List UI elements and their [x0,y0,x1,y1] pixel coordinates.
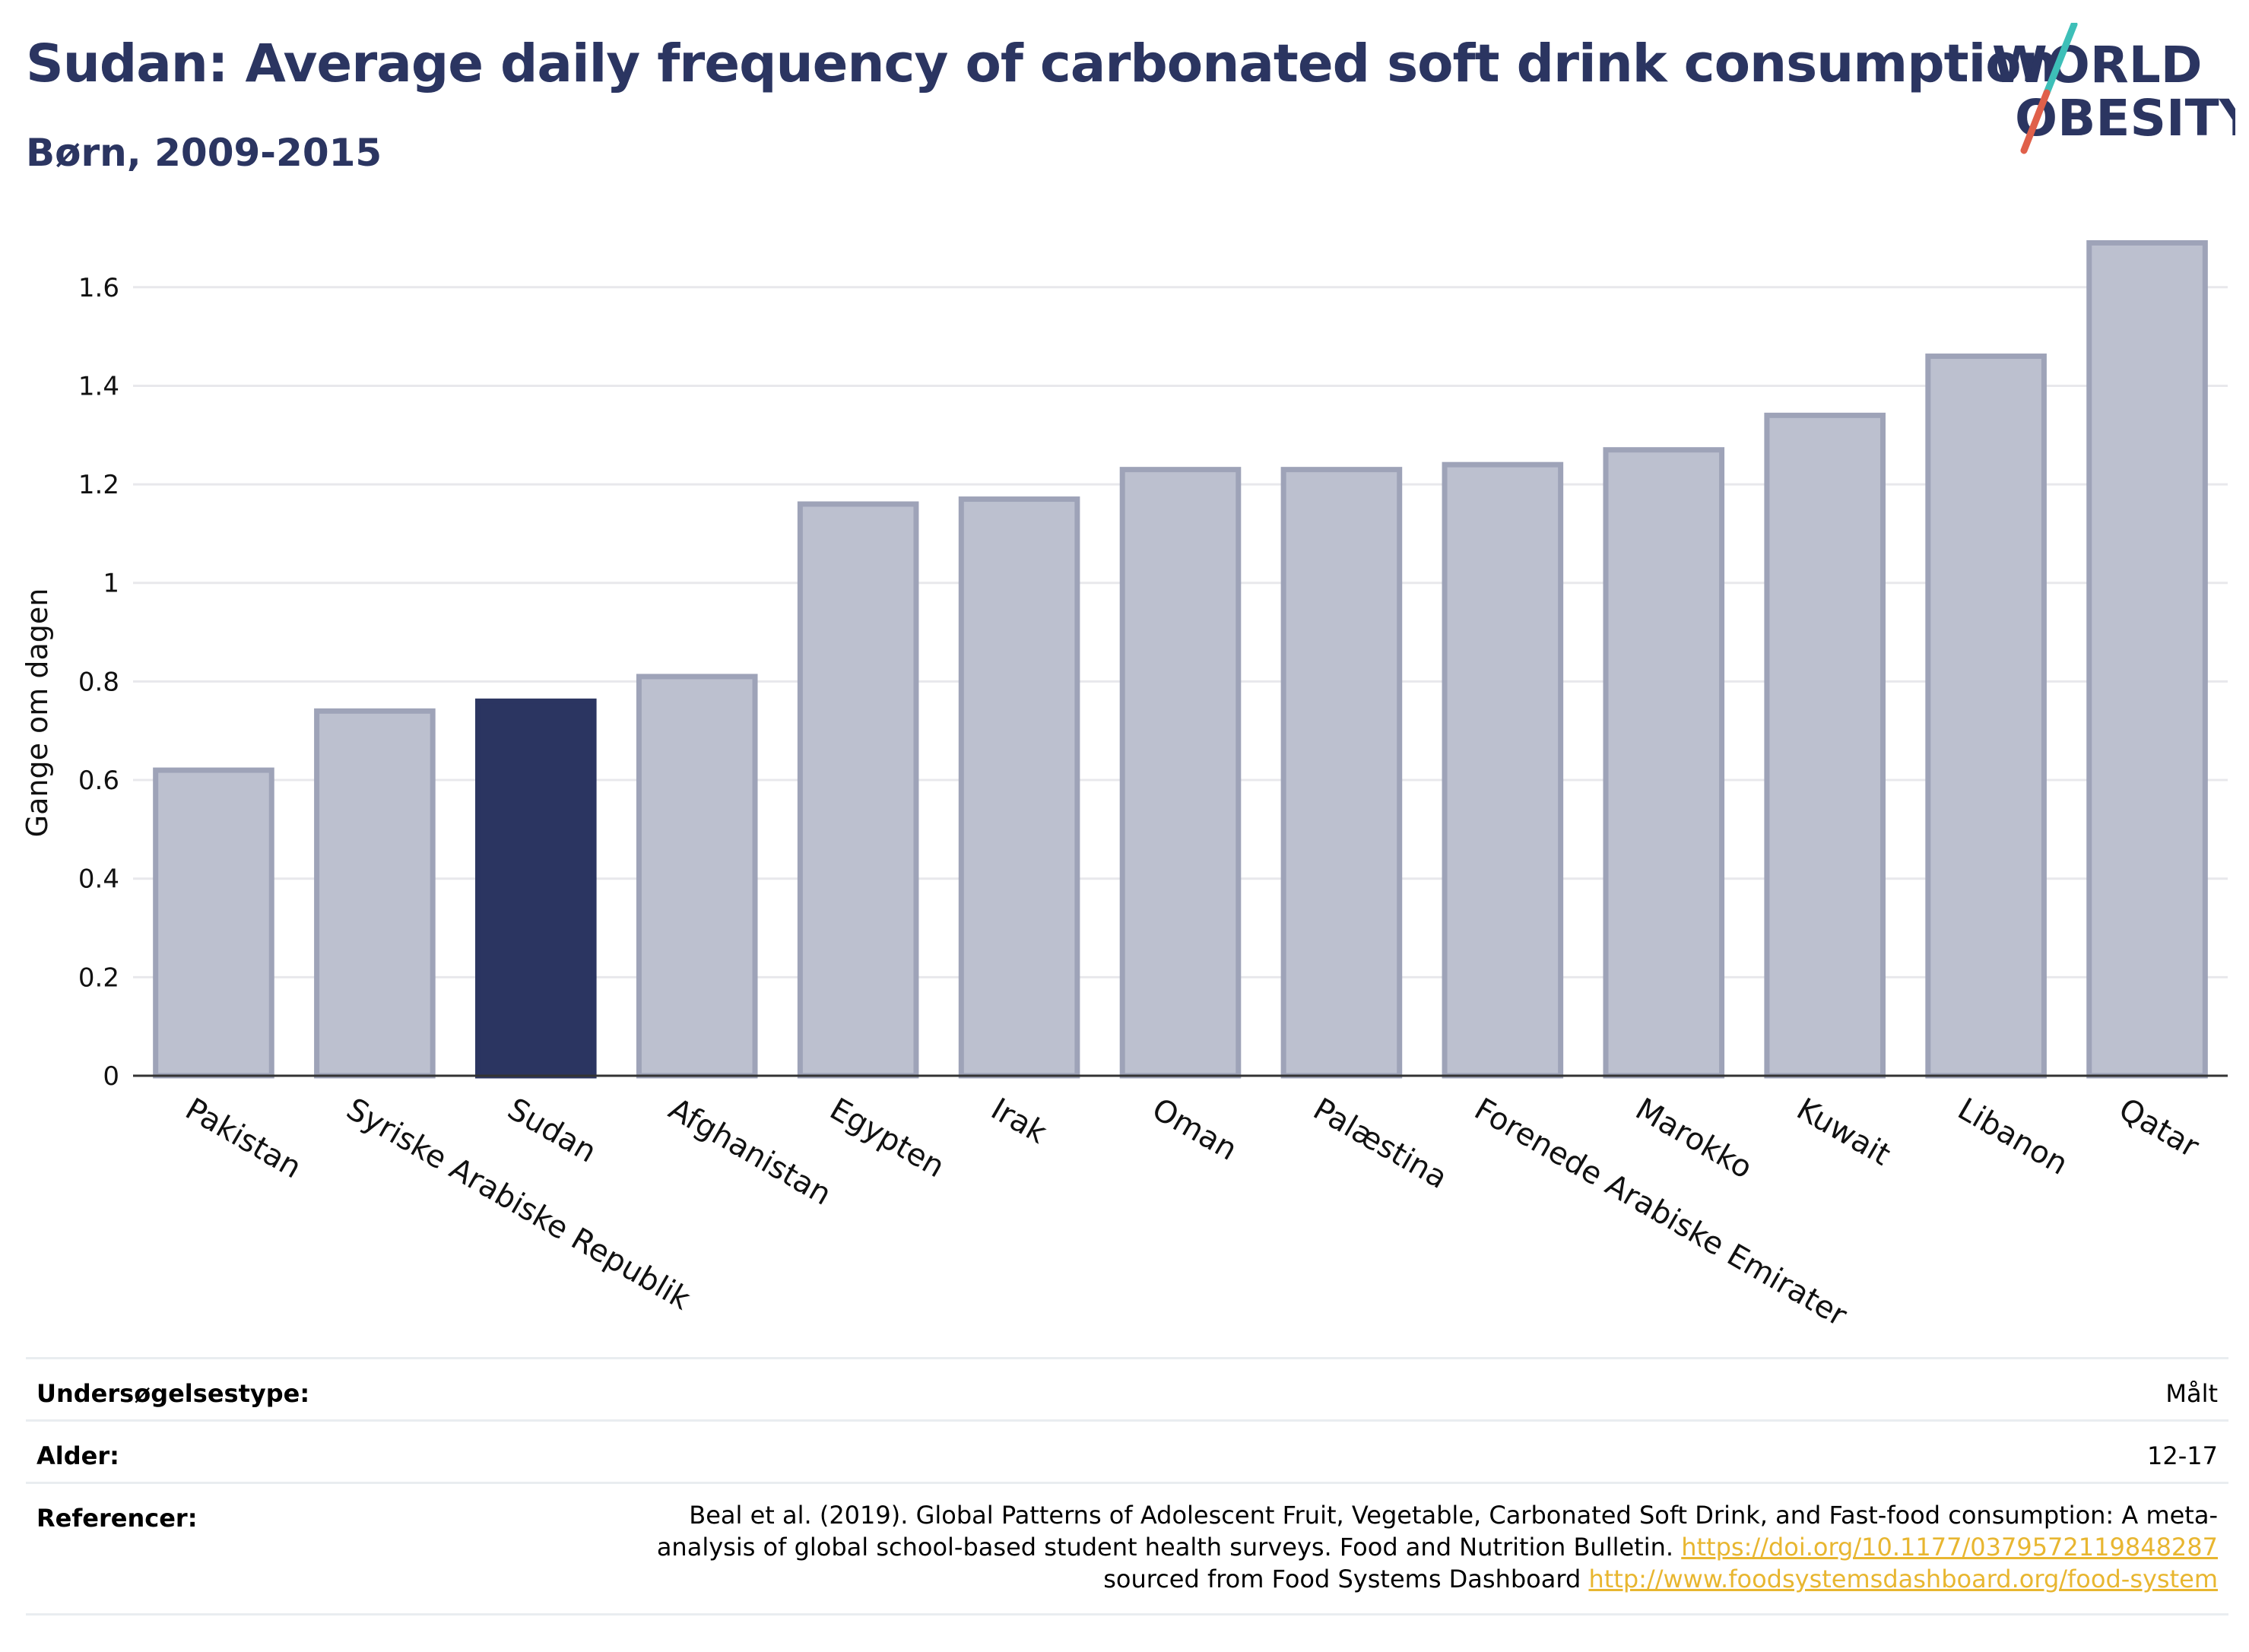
y-axis-label: Gange om dagen [21,588,54,838]
y-tick-label: 0 [103,1061,119,1092]
y-tick-label: 0.2 [78,962,119,993]
x-tick-label: Afghanistan [663,1092,837,1213]
x-tick-label: Qatar [2113,1092,2205,1165]
x-tick-label: Libanon [1952,1092,2073,1182]
bar-qatar [2086,239,2208,1079]
references-label: Referencer: [36,1504,198,1533]
chart-subtitle: Børn, 2009-2015 [26,131,382,175]
y-axis-ticks: 0 0.2 0.4 0.6 0.8 1 1.2 1.4 1.6 [78,273,119,1092]
meta-row-survey-type: Undersøgelsestype: Målt [26,1357,2228,1422]
bars [153,239,2208,1079]
world-obesity-logo-icon: WORLD OBESITY [1992,21,2249,154]
meta-row-references: Referencer: Beal et al. (2019). Global P… [26,1482,2228,1616]
bar-pakistan [153,767,274,1079]
y-tick-label: 0.8 [78,667,119,697]
x-tick-label: Sudan [502,1092,602,1170]
logo-line2: OBESITY [2015,89,2235,147]
x-tick-label: Oman [1147,1092,1243,1168]
logo-slash-teal [2043,21,2078,97]
bar-oman [1119,467,1242,1079]
food-systems-link[interactable]: http://www.foodsystemsdashboard.org/food… [1588,1565,2218,1593]
x-tick-label: Marokko [1629,1092,1758,1186]
doi-link[interactable]: https://doi.org/10.1177/0379572119848287 [1681,1533,2218,1562]
bar-forenede-arabiske-emirater [1442,461,1564,1079]
y-tick-label: 1.4 [78,371,119,401]
x-tick-label: Palæstina [1307,1092,1453,1196]
survey-type-value: Målt [2165,1379,2218,1408]
chart-title: Sudan: Average daily frequency of carbon… [26,33,2058,94]
bar-egypten [797,501,919,1079]
y-tick-label: 0.6 [78,766,119,796]
bar-palæstina [1280,467,1403,1079]
y-tick-label: 0.4 [78,864,119,895]
metadata-table: Undersøgelsestype: Målt Alder: 12-17 Ref… [26,1357,2228,1616]
survey-type-label: Undersøgelsestype: [36,1379,310,1408]
x-tick-label: Egypten [824,1092,950,1185]
bar-sudan [475,698,597,1079]
x-tick-label: Irak [985,1092,1053,1151]
bar-afghanistan [636,674,758,1079]
ref-text-1: Beal et al. (2019). Global Patterns of A… [656,1501,2218,1562]
world-obesity-logo: WORLD OBESITY [1984,21,2249,160]
ref-text-2: sourced from Food Systems Dashboard [1103,1565,1589,1593]
bar-kuwait [1764,412,1886,1079]
y-tick-label: 1.2 [78,470,119,500]
bar-marokko [1603,447,1725,1079]
y-tick-label: 1.6 [78,273,119,303]
x-tick-label: Pakistan [179,1092,307,1186]
y-tick-label: 1 [103,569,119,599]
age-value: 12-17 [2147,1441,2218,1470]
logo-line1: WORLD [1992,36,2203,94]
x-tick-label: Kuwait [1791,1092,1896,1173]
bar-syriske-arabiske-republik [314,708,436,1079]
bar-irak [958,496,1080,1079]
logo-slash-red [2020,89,2051,154]
bar-libanon [1925,354,2047,1079]
references-text: Beal et al. (2019). Global Patterns of A… [621,1499,2218,1595]
meta-row-age: Alder: 12-17 [26,1419,2228,1484]
age-label: Alder: [36,1441,119,1470]
bar-chart: 0 0.2 0.4 0.6 0.8 1 1.2 1.4 1.6 Pakistan Syriske … [21,239,2228,1333]
